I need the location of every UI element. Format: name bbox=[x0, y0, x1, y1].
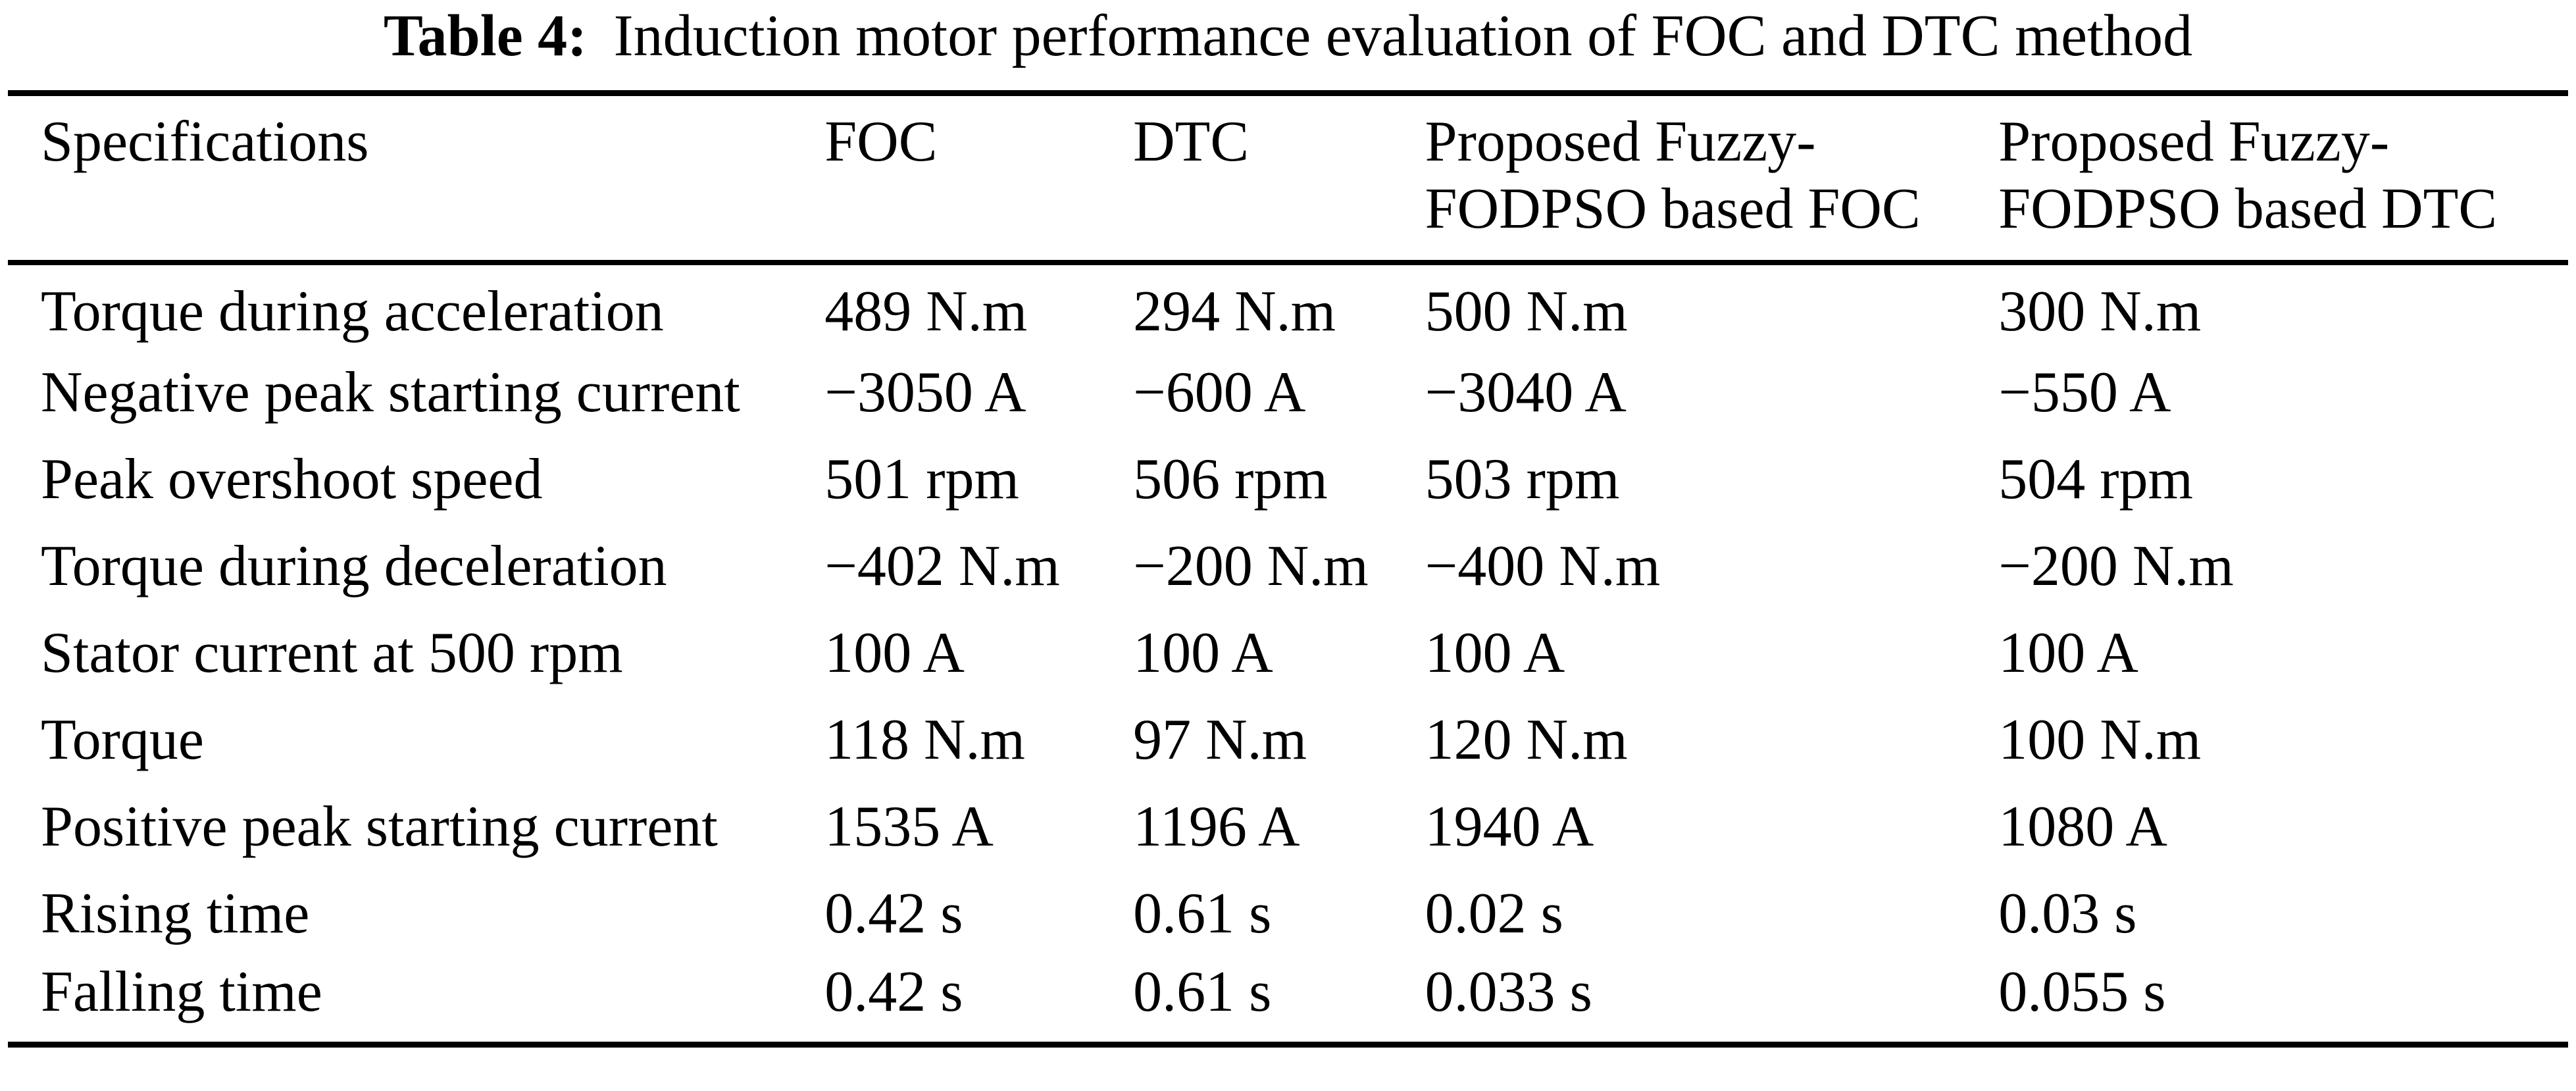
column-header-specifications: Specifications bbox=[8, 93, 825, 265]
cell-fodpso-foc: 100 A bbox=[1425, 621, 1565, 685]
table-row: Falling time 0.42 s 0.61 s 0.033 s 0.055… bbox=[8, 957, 2568, 1044]
table-row: Positive peak starting current 1535 A 11… bbox=[8, 784, 2568, 871]
table-row: Stator current at 500 rpm 100 A 100 A 10… bbox=[8, 610, 2568, 697]
column-header-proposed-fuzzy-fodpso-foc: Proposed Fuzzy-FODPSO based FOC bbox=[1425, 93, 1999, 265]
cell-fodpso-foc: 0.033 s bbox=[1425, 959, 1592, 1024]
cell-fodpso-dtc: 100 A bbox=[1998, 621, 2138, 685]
row-label: Stator current at 500 rpm bbox=[41, 621, 623, 685]
row-label: Rising time bbox=[41, 882, 310, 946]
cell-fodpso-foc: −400 N.m bbox=[1425, 534, 1661, 598]
row-label: Peak overshoot speed bbox=[41, 447, 543, 511]
table-row: Torque during acceleration 489 N.m 294 N… bbox=[8, 263, 2568, 349]
cell-fodpso-dtc: −200 N.m bbox=[1998, 534, 2234, 598]
cell-foc: 1535 A bbox=[824, 795, 994, 859]
column-header-proposed-fuzzy-fodpso-dtc: Proposed Fuzzy-FODPSO based DTC bbox=[1998, 93, 2568, 265]
cell-dtc: 0.61 s bbox=[1133, 882, 1272, 946]
cell-dtc: 100 A bbox=[1133, 621, 1273, 685]
cell-foc: 0.42 s bbox=[824, 882, 963, 946]
table-row: Torque during deceleration −402 N.m −200… bbox=[8, 523, 2568, 610]
table-caption: Table 4: Induction motor performance eval… bbox=[0, 0, 2576, 68]
cell-fodpso-dtc: −550 A bbox=[1998, 361, 2171, 424]
cell-fodpso-foc: −3040 A bbox=[1425, 361, 1627, 424]
cell-fodpso-dtc: 1080 A bbox=[1998, 795, 2167, 859]
cell-dtc: 506 rpm bbox=[1133, 447, 1328, 511]
cell-dtc: 0.61 s bbox=[1133, 959, 1272, 1024]
cell-fodpso-dtc: 300 N.m bbox=[1998, 280, 2202, 343]
cell-foc: 501 rpm bbox=[824, 447, 1019, 511]
row-label: Torque during deceleration bbox=[41, 534, 667, 598]
column-header-foc: FOC bbox=[824, 93, 1134, 265]
cell-dtc: 97 N.m bbox=[1133, 708, 1307, 772]
cell-fodpso-foc: 0.02 s bbox=[1425, 882, 1563, 946]
header-row: Specifications FOC DTC Proposed Fuzzy-FO… bbox=[8, 93, 2568, 265]
cell-fodpso-foc: 500 N.m bbox=[1425, 280, 1628, 343]
cell-dtc: 294 N.m bbox=[1133, 280, 1336, 343]
column-header-dtc: DTC bbox=[1133, 93, 1425, 265]
cell-foc: 118 N.m bbox=[824, 708, 1025, 772]
table-row: Torque 118 N.m 97 N.m 120 N.m 100 N.m bbox=[8, 697, 2568, 784]
cell-dtc: −600 A bbox=[1133, 361, 1306, 424]
cell-fodpso-foc: 503 rpm bbox=[1425, 447, 1620, 511]
table-row: Negative peak starting current −3050 A −… bbox=[8, 349, 2568, 436]
cell-foc: −402 N.m bbox=[824, 534, 1060, 598]
cell-foc: 489 N.m bbox=[824, 280, 1028, 343]
row-label: Positive peak starting current bbox=[41, 795, 718, 859]
table-caption-label: Table 4: bbox=[383, 3, 588, 68]
cell-foc: −3050 A bbox=[824, 361, 1026, 424]
cell-dtc: −200 N.m bbox=[1133, 534, 1369, 598]
cell-fodpso-foc: 1940 A bbox=[1425, 795, 1594, 859]
table-row: Peak overshoot speed 501 rpm 506 rpm 503… bbox=[8, 436, 2568, 523]
paper-table-figure: Table 4: Induction motor performance eval… bbox=[0, 0, 2576, 1048]
cell-fodpso-foc: 120 N.m bbox=[1425, 708, 1628, 772]
row-label: Negative peak starting current bbox=[41, 361, 740, 424]
row-label: Torque during acceleration bbox=[41, 280, 664, 343]
performance-table: Specifications FOC DTC Proposed Fuzzy-FO… bbox=[8, 89, 2568, 1048]
cell-dtc: 1196 A bbox=[1133, 795, 1300, 859]
cell-fodpso-dtc: 504 rpm bbox=[1998, 447, 2193, 511]
cell-fodpso-dtc: 0.03 s bbox=[1998, 882, 2137, 946]
table-row: Rising time 0.42 s 0.61 s 0.02 s 0.03 s bbox=[8, 871, 2568, 957]
row-label: Falling time bbox=[41, 959, 322, 1024]
cell-fodpso-dtc: 100 N.m bbox=[1998, 708, 2202, 772]
row-label: Torque bbox=[41, 708, 204, 772]
table-caption-text: Induction motor performance evaluation o… bbox=[613, 3, 2193, 68]
cell-fodpso-dtc: 0.055 s bbox=[1998, 959, 2166, 1024]
cell-foc: 0.42 s bbox=[824, 959, 963, 1024]
cell-foc: 100 A bbox=[824, 621, 965, 685]
